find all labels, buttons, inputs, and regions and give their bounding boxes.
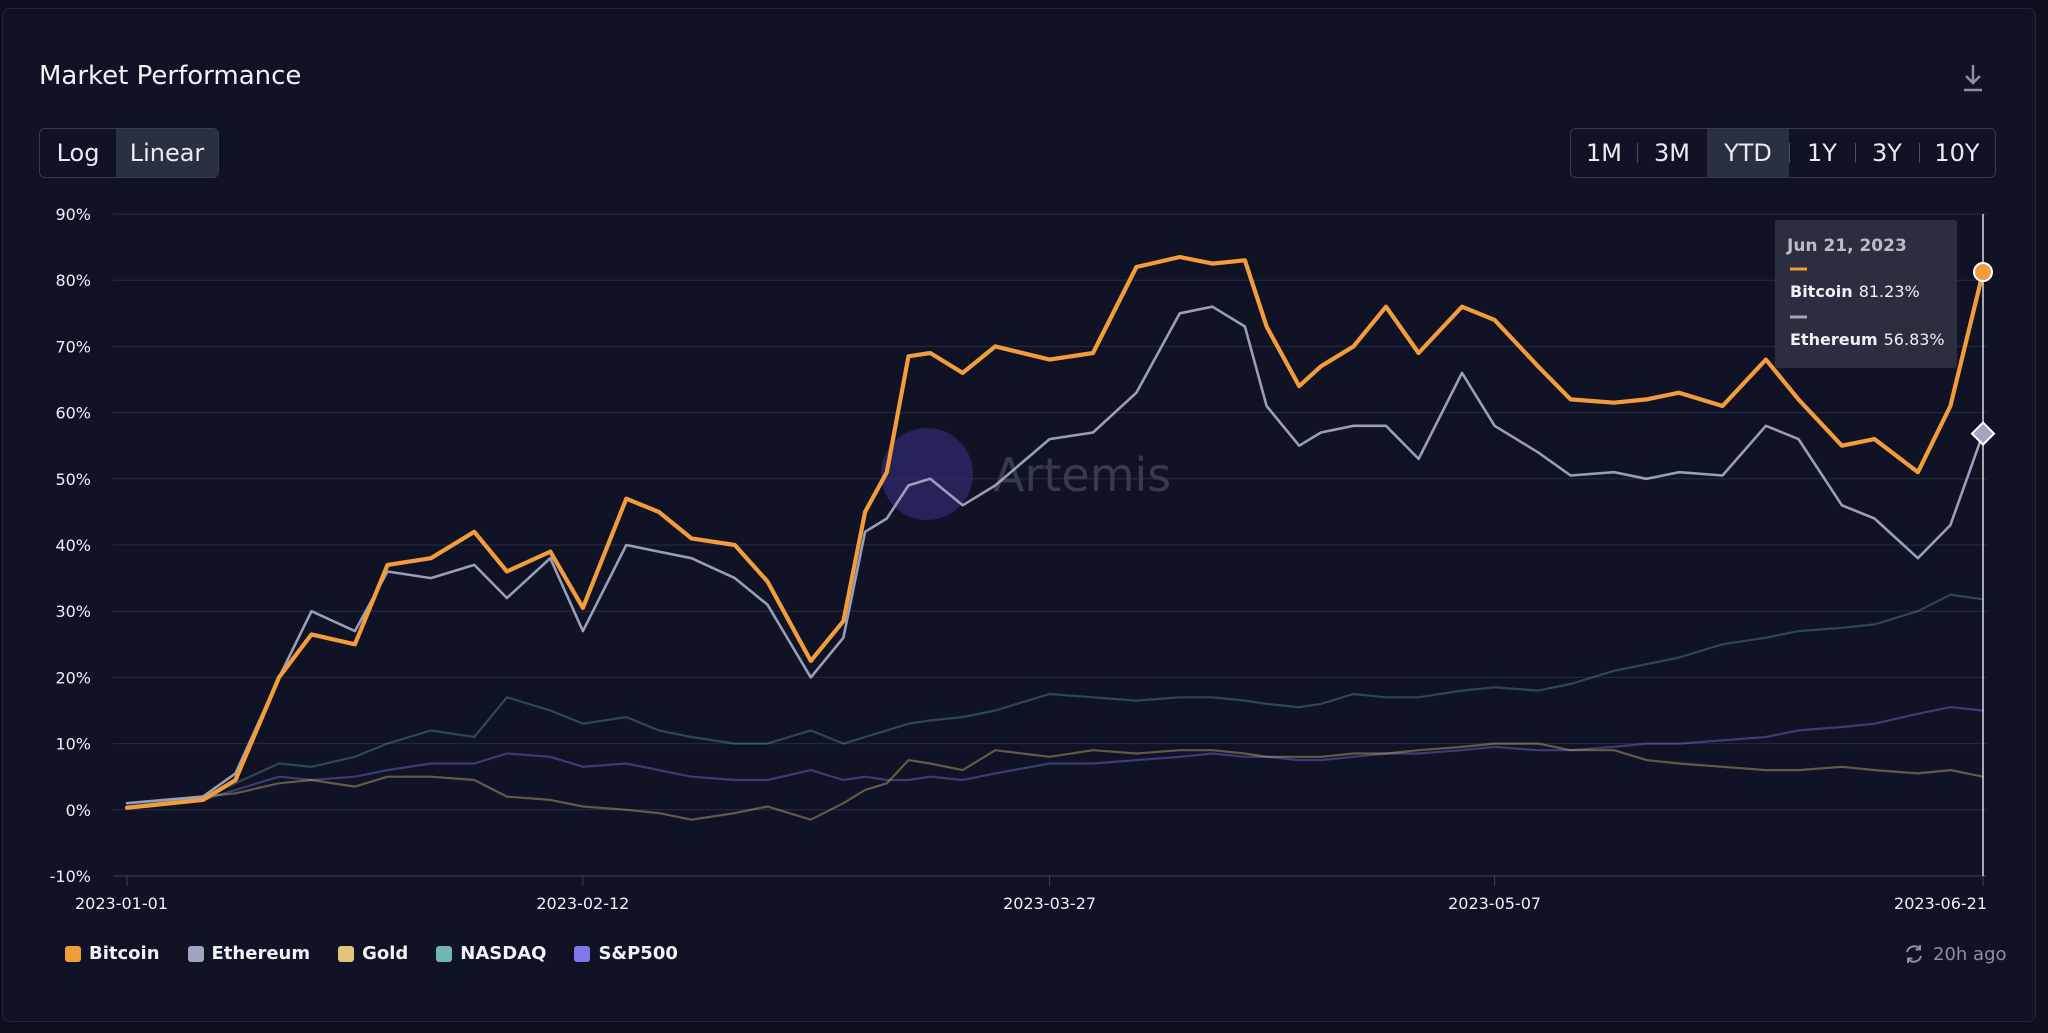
last-updated-text: 20h ago [1933,943,2007,965]
x-tick-label: 2023-05-07 [1448,894,1541,913]
marker-ethereum [1970,421,1996,446]
x-tick-label: 2023-01-01 [75,894,168,913]
legend-label: Bitcoin [89,943,160,964]
refresh-icon [1906,945,1922,963]
download-icon[interactable] [1955,61,1991,97]
watermark-text: Artemis [993,448,1171,502]
scale-toggle: Log Linear [39,128,219,178]
chart-card: Market Performance Log Linear 1M 3M YTD … [2,8,2036,1022]
tooltip-ethereum-value: 56.83% [1884,330,1945,349]
series-line-nasdaq [125,593,1985,808]
tooltip-date: Jun 21, 2023 [1786,236,1907,256]
legend-item-nasdaq[interactable]: NASDAQ [436,943,546,964]
series-line-sp500 [125,706,1985,808]
y-tick-label: -10% [50,867,91,886]
range-option-3y[interactable]: 3Y [1855,129,1919,177]
x-tick-label: 2023-02-12 [536,894,629,913]
tooltip-box [1775,220,1957,368]
legend-swatch [187,945,204,962]
chart-title: Market Performance [39,61,302,91]
legend-item-bitcoin[interactable]: Bitcoin [65,943,160,964]
tooltip-ethereum-row: Ethereum 56.83% [1790,330,1945,349]
scale-option-linear[interactable]: Linear [116,129,218,177]
last-updated[interactable]: 20h ago [1903,943,2007,965]
scale-option-log[interactable]: Log [56,139,100,167]
y-tick-label: 70% [55,337,91,356]
series-line-bitcoin [124,254,1986,810]
x-tick-label: 2023-03-27 [1003,894,1096,913]
legend-swatch [65,945,81,962]
tooltip: Jun 21, 2023 Bitcoin 81.23% Ethereum 56.83… [1775,220,1957,368]
y-tick-label: 20% [55,668,91,687]
marker-bitcoin [1973,262,1993,283]
line-chart[interactable]: 90% 80% 70% 60% 50% 40% 30% 20% 10% 0% -10% 2023-0… [3,9,2035,929]
legend-label: S&P500 [598,943,678,964]
legend-item-gold[interactable]: Gold [338,943,408,964]
y-tick-label: 10% [55,735,91,754]
legend-swatch [436,945,453,962]
range-option-ytd[interactable]: YTD [1707,129,1789,177]
range-option-10y[interactable]: 10Y [1919,129,1995,177]
tooltip-ethereum-name: Ethereum [1790,330,1878,349]
legend-label: NASDAQ [460,943,547,964]
series-lines [124,254,1986,821]
tooltip-bitcoin-row: Bitcoin 81.23% [1790,282,1920,301]
range-option-3m[interactable]: 3M [1637,129,1707,177]
tooltip-bitcoin-value: 81.23% [1859,282,1920,301]
series-line-ethereum [125,305,1985,805]
watermark-logo-icon [881,428,973,520]
y-tick-label: 90% [55,205,91,224]
range-toggle: 1M 3M YTD 1Y 3Y 10Y [1570,128,1996,178]
legend-item-sp500[interactable]: S&P500 [574,943,678,964]
x-tick-label: 2023-06-21 [1894,894,1987,913]
watermark: Artemis [881,428,1171,520]
legend-item-ethereum[interactable]: Ethereum [187,943,311,964]
series-line-gold [125,742,1985,821]
legend-label: Gold [362,943,409,964]
tooltip-bitcoin-name: Bitcoin [1790,282,1853,301]
y-tick-label: 30% [55,602,91,621]
range-option-1m[interactable]: 1M [1586,139,1622,167]
y-tick-label: 80% [55,271,91,290]
y-axis: 90% 80% 70% 60% 50% 40% 30% 20% 10% 0% -10% [50,205,91,886]
y-tick-label: 50% [55,470,91,489]
x-axis: 2023-01-01 2023-02-12 2023-03-27 2023-05-07… [75,876,1987,913]
hover-markers [1970,262,1996,446]
y-tick-label: 40% [55,536,91,555]
y-tick-label: 60% [55,404,91,423]
legend-swatch [338,945,355,962]
legend-swatch [574,945,591,962]
range-option-1y[interactable]: 1Y [1789,129,1855,177]
y-tick-label: 0% [66,801,91,820]
legend-label: Ethereum [211,943,311,964]
chart-legend: Bitcoin Ethereum Gold NASDAQ S&P500 [65,943,678,964]
